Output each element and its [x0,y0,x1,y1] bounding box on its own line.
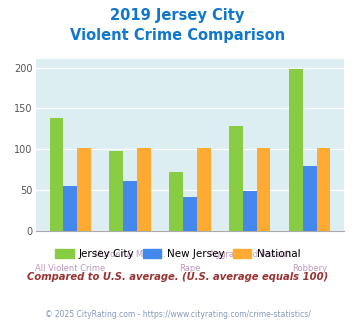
Bar [257,148,271,231]
Bar [317,148,330,231]
Bar [137,148,151,231]
Text: Compared to U.S. average. (U.S. average equals 100): Compared to U.S. average. (U.S. average … [27,272,328,282]
Bar [50,118,63,231]
Text: Violent Crime Comparison: Violent Crime Comparison [70,28,285,43]
Bar [169,172,183,231]
Bar [183,197,197,231]
Bar [63,186,77,231]
Text: Aggravated Assault: Aggravated Assault [209,250,291,259]
Bar [123,181,137,231]
Bar [197,148,211,231]
Text: © 2025 CityRating.com - https://www.cityrating.com/crime-statistics/: © 2025 CityRating.com - https://www.city… [45,310,310,319]
Bar [303,166,317,231]
Bar [109,151,123,231]
Text: Rape: Rape [179,264,201,273]
Bar [243,191,257,231]
Text: All Violent Crime: All Violent Crime [35,264,105,273]
Bar [77,148,91,231]
Legend: Jersey City, New Jersey, National: Jersey City, New Jersey, National [51,245,304,263]
Text: Murder & Mans...: Murder & Mans... [94,250,166,259]
Text: Robbery: Robbery [292,264,327,273]
Bar [289,69,303,231]
Bar [229,126,243,231]
Text: 2019 Jersey City: 2019 Jersey City [110,8,245,23]
